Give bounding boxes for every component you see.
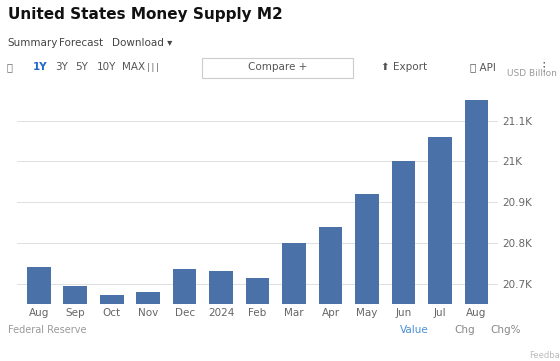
Bar	[63, 286, 87, 361]
Text: Compare +: Compare +	[248, 62, 307, 73]
Bar	[27, 268, 50, 361]
Text: 10Y: 10Y	[97, 62, 116, 73]
Bar	[319, 227, 342, 361]
Text: Federal Reserve: Federal Reserve	[8, 326, 86, 335]
Text: ⬆ Export: ⬆ Export	[381, 62, 427, 73]
Text: Forecast: Forecast	[59, 38, 103, 48]
Bar	[136, 292, 160, 361]
Text: | | |: | | |	[147, 63, 158, 72]
Text: 1Y: 1Y	[32, 62, 47, 73]
Text: United States Money Supply M2: United States Money Supply M2	[8, 8, 283, 22]
Text: 🗄 API: 🗄 API	[470, 62, 496, 73]
Text: Feedback: Feedback	[529, 351, 560, 360]
Text: 📅: 📅	[7, 62, 12, 73]
Text: Chg%: Chg%	[491, 326, 521, 335]
Bar	[209, 271, 233, 361]
Text: Download ▾: Download ▾	[112, 38, 172, 48]
Text: 5Y: 5Y	[76, 62, 88, 73]
Bar	[282, 243, 306, 361]
Bar	[246, 278, 269, 361]
Bar	[465, 100, 488, 361]
Text: Value: Value	[400, 326, 429, 335]
Bar	[391, 161, 416, 361]
Bar	[100, 295, 124, 361]
Text: 3Y: 3Y	[55, 62, 68, 73]
Text: ⋮: ⋮	[538, 61, 550, 74]
FancyBboxPatch shape	[202, 57, 353, 78]
Bar	[355, 194, 379, 361]
Text: Chg: Chg	[455, 326, 475, 335]
Text: Summary: Summary	[8, 38, 58, 48]
Text: MAX: MAX	[122, 62, 145, 73]
Bar	[173, 269, 197, 361]
Text: USD Billion: USD Billion	[507, 69, 557, 78]
Bar	[428, 137, 452, 361]
